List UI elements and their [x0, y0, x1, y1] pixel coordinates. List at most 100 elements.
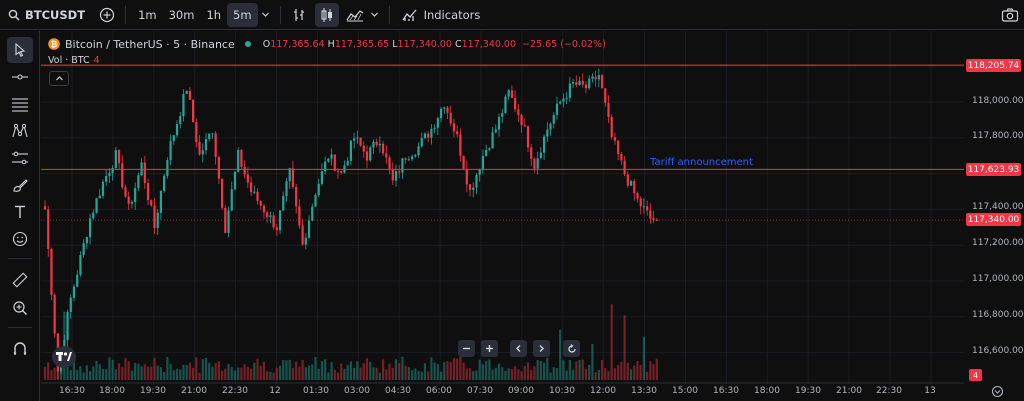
compare-symbol-button[interactable] [95, 3, 119, 27]
time-tick: 18:00 [99, 386, 125, 396]
candle-body [543, 136, 546, 153]
candle-body [272, 215, 275, 228]
zoom-in-button[interactable] [481, 340, 498, 357]
candle-body [195, 122, 198, 143]
candle-body [446, 107, 449, 113]
text-tool-button[interactable] [7, 199, 33, 225]
cursor-tool-button[interactable] [7, 37, 33, 63]
volume-bar [333, 369, 336, 380]
volume-bar [63, 311, 66, 380]
candle-body [407, 159, 410, 161]
volume-bar [166, 356, 169, 380]
toolbar-divider [8, 327, 32, 328]
chart-type-dropdown-button[interactable] [367, 3, 383, 27]
volume-bar [559, 329, 562, 380]
last-price-label[interactable]: 117,340.00 [966, 213, 1021, 226]
volume-bar [98, 364, 101, 380]
volume-bar [378, 372, 381, 380]
symbol-search-button[interactable]: BTCUSDT [0, 3, 91, 27]
volume-bar [613, 368, 617, 380]
candle-body [568, 83, 571, 98]
tradingview-logo[interactable] [52, 346, 76, 368]
legend-title[interactable]: Bitcoin / TetherUS · 5 · Binance [65, 37, 235, 51]
price-chart[interactable] [41, 31, 964, 384]
volume-bar [249, 368, 253, 380]
candle-body [111, 168, 114, 174]
scroll-right-button[interactable] [533, 340, 550, 357]
ruler-tool-button[interactable] [7, 267, 33, 293]
volume-bar [237, 367, 240, 380]
timeframe-1h-button[interactable]: 1h [206, 7, 222, 22]
candle-body [533, 158, 536, 169]
candle-body [201, 150, 204, 155]
search-icon [8, 9, 20, 20]
zoom-in-tool-button[interactable] [7, 295, 33, 321]
time-tick: 21:00 [181, 386, 207, 396]
volume-bar [623, 315, 626, 380]
line-price-label[interactable]: 117,623.93 [966, 163, 1021, 176]
candle-body [349, 140, 352, 161]
volume-bar [243, 364, 246, 380]
volume-bar [307, 365, 311, 380]
trend-line-tool-button[interactable] [7, 64, 33, 90]
magnet-tool-button[interactable] [7, 336, 33, 362]
candle-body [69, 297, 72, 313]
emoji-tool-button[interactable] [7, 226, 33, 252]
reset-chart-button[interactable] [563, 340, 580, 357]
candle-body [629, 181, 633, 186]
candle-body [552, 114, 555, 124]
line-price-label[interactable]: 118,205.74 [966, 59, 1021, 72]
volume-bar [221, 370, 224, 380]
timeframe-1m-button[interactable]: 1m [138, 7, 157, 22]
candle-body [427, 133, 430, 138]
volume-bar [317, 368, 320, 380]
pattern-tool-button[interactable] [7, 118, 33, 144]
collapse-legend-button[interactable] [49, 71, 69, 86]
candle-body [92, 212, 95, 219]
volume-bar [401, 356, 404, 380]
volume-bar [150, 366, 153, 380]
candles-chart-type-button[interactable] [314, 2, 339, 27]
candle-body [465, 168, 468, 185]
candle-body [159, 190, 163, 213]
chevron-left-icon [516, 345, 521, 352]
candle-body [101, 181, 105, 196]
volume-bar [282, 360, 285, 380]
volume-bar [278, 365, 282, 380]
timeframe-dropdown-button[interactable] [258, 3, 274, 27]
bar-replay-button[interactable] [287, 3, 311, 27]
volume-bar [188, 362, 191, 380]
volume-bar [330, 362, 333, 380]
candle-body [150, 200, 153, 206]
volume-bar [449, 362, 452, 380]
brush-tool-button[interactable] [7, 172, 33, 198]
tariff-annotation-text[interactable]: Tariff announcement [650, 157, 753, 168]
timeframe-5m-button[interactable]: 5m [227, 2, 258, 27]
chart-settings-button[interactable] [990, 384, 1004, 398]
volume-bar [356, 361, 359, 380]
volume-bar [320, 361, 324, 380]
candle-body [378, 143, 381, 146]
volume-bar [526, 362, 530, 380]
volume-bar [465, 368, 468, 380]
volume-bar [555, 368, 559, 380]
snapshot-button[interactable] [998, 3, 1022, 27]
timeframe-30m-button[interactable]: 30m [168, 7, 195, 22]
candle-body [172, 135, 175, 142]
horizontal-lines-tool-button[interactable] [7, 91, 33, 117]
volume-bar [382, 359, 385, 380]
volume-bar [211, 366, 214, 380]
time-tick: 12:00 [590, 386, 616, 396]
zoom-out-button[interactable] [458, 340, 475, 357]
area-chart-type-button[interactable] [343, 3, 367, 27]
candle-body [182, 93, 185, 117]
volume-bar [159, 367, 163, 380]
candle-body [134, 188, 137, 203]
scroll-left-button[interactable] [510, 340, 527, 357]
candle-body [600, 75, 604, 89]
volume-legend[interactable]: Vol · BTC 4 [48, 55, 100, 66]
candle-body [285, 181, 288, 196]
indicators-button[interactable]: Indicators [396, 3, 487, 27]
measure-lines-tool-button[interactable] [7, 145, 33, 171]
candle-body [507, 90, 510, 97]
